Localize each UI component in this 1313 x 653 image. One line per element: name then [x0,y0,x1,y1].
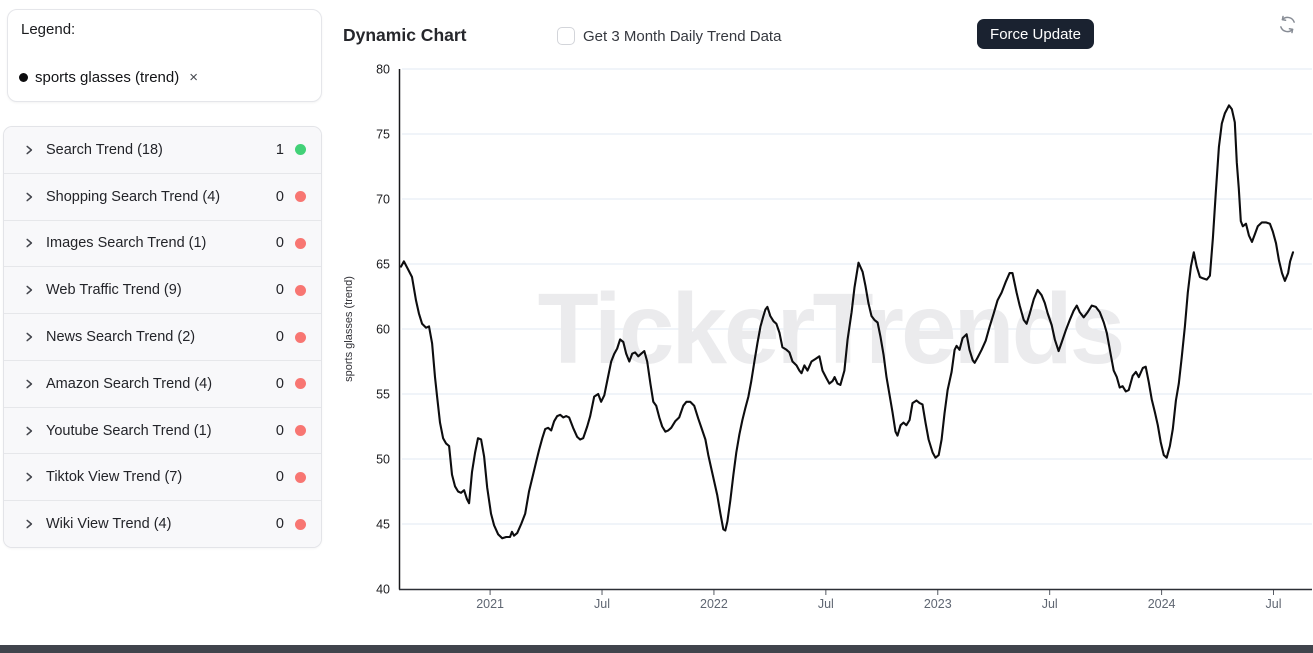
trend-group-count: 0 [275,469,284,486]
trend-group-list: Search Trend (18) 1 Shopping Search Tren… [3,126,322,548]
x-tick-label: 2022 [700,597,728,611]
trend-group-row[interactable]: Youtube Search Trend (1) 0 [4,406,321,454]
series-color-dot [19,73,28,82]
trend-group-status-dot [295,331,306,343]
y-axis-title: sports glasses (trend) [343,276,355,382]
trend-line[interactable] [399,104,1295,540]
chevron-right-icon [23,191,46,203]
trend-group-row[interactable]: Shopping Search Trend (4) 0 [4,172,321,220]
daily-trend-checkbox-label[interactable]: Get 3 Month Daily Trend Data [583,28,782,45]
y-tick-label: 40 [376,583,390,597]
x-tick-label: 2021 [476,597,504,611]
trend-group-row[interactable]: Search Trend (18) 1 [4,127,321,173]
y-tick-label: 45 [376,518,390,532]
chevron-right-icon [23,144,46,156]
trend-group-status-dot [295,425,306,437]
watermark: TickerTrends [538,273,1123,385]
daily-trend-checkbox[interactable] [557,27,575,45]
chevron-right-icon [23,471,46,483]
x-tick-label: Jul [818,597,834,611]
x-tick-label: Jul [594,597,610,611]
trend-group-label: Images Search Trend (1) [46,235,207,252]
legend-card: Legend: sports glasses (trend) × [7,9,322,102]
x-tick-label: Jul [1266,597,1282,611]
trend-group-status-dot [295,378,306,390]
y-tick-label: 70 [376,193,390,207]
trend-group-label: Wiki View Trend (4) [46,516,172,533]
trend-group-status-dot [295,144,306,156]
chevron-right-icon [23,331,46,343]
trend-group-count: 0 [275,329,284,346]
trend-group-status-dot [295,518,306,530]
trend-group-row[interactable]: Wiki View Trend (4) 0 [4,500,321,547]
x-tick-label: Jul [1042,597,1058,611]
trend-group-label: Search Trend (18) [46,141,163,158]
trend-group-status-dot [295,284,306,296]
trend-group-status-dot [295,471,306,483]
legend-title: Legend: [21,21,76,38]
remove-series-button[interactable]: × [189,69,198,86]
chevron-right-icon [23,237,46,249]
y-tick-label: 65 [376,258,390,272]
refresh-icon[interactable] [1277,14,1298,35]
trend-group-count: 0 [275,375,284,392]
chevron-right-icon [23,518,46,530]
trend-group-row[interactable]: Amazon Search Trend (4) 0 [4,359,321,407]
page-title: Dynamic Chart [343,25,467,45]
y-tick-label: 60 [376,323,390,337]
window-bottom-edge [0,645,1313,653]
trend-group-count: 0 [275,188,284,205]
x-tick-label: 2023 [924,597,952,611]
legend-series-label: sports glasses (trend) [35,69,180,86]
trend-group-label: Web Traffic Trend (9) [46,282,182,299]
trend-group-count: 0 [275,235,284,252]
trend-group-count: 0 [275,516,284,533]
trend-group-label: Amazon Search Trend (4) [46,375,213,392]
trend-group-row[interactable]: News Search Trend (2) 0 [4,313,321,360]
y-tick-label: 75 [376,128,390,142]
x-tick-label: 2024 [1148,597,1176,611]
trend-group-label: Tiktok View Trend (7) [46,469,183,486]
y-tick-label: 50 [376,453,390,467]
trend-group-count: 1 [275,141,284,158]
trend-group-row[interactable]: Tiktok View Trend (7) 0 [4,453,321,501]
trend-group-label: News Search Trend (2) [46,329,196,346]
chevron-right-icon [23,378,46,390]
chevron-right-icon [23,284,46,296]
trend-group-label: Youtube Search Trend (1) [46,422,212,439]
force-update-button[interactable]: Force Update [977,19,1094,49]
y-tick-label: 55 [376,388,390,402]
trend-group-status-dot [295,237,306,249]
y-tick-label: 80 [376,63,390,77]
legend-item: sports glasses (trend) × [19,69,198,86]
trend-group-label: Shopping Search Trend (4) [46,188,221,205]
trend-group-row[interactable]: Web Traffic Trend (9) 0 [4,266,321,314]
trend-group-count: 0 [275,282,284,299]
trend-group-row[interactable]: Images Search Trend (1) 0 [4,219,321,267]
trend-group-count: 0 [275,422,284,439]
chevron-right-icon [23,425,46,437]
trend-group-status-dot [295,191,306,203]
